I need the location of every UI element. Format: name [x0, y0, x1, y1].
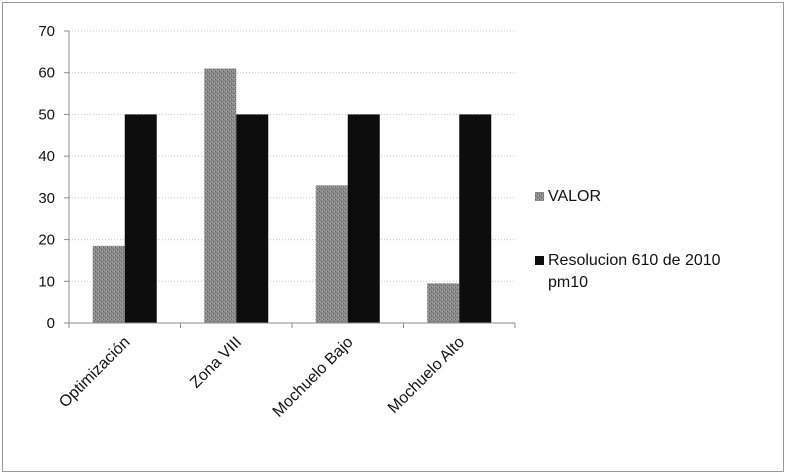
y-tick-label: 40 — [38, 148, 55, 165]
legend-label: VALOR — [548, 188, 601, 205]
y-axis-tick-labels: 0 10 20 30 40 50 60 70 — [38, 23, 55, 332]
legend: VALOR Resolucion 610 de 2010 pm10 — [535, 188, 721, 291]
y-tick-label: 20 — [38, 232, 55, 249]
legend-swatch — [535, 192, 544, 201]
bar-chart: 0 10 20 30 40 50 60 70 Optimización Zona VIII Moc… — [38, 23, 721, 421]
bar-resolucion — [236, 114, 269, 323]
y-tick-label: 50 — [38, 106, 55, 123]
y-tick-label: 30 — [38, 190, 55, 207]
y-tick-label: 0 — [47, 315, 55, 332]
x-category-label: Mochuelo Alto — [385, 334, 468, 417]
axes — [64, 30, 516, 328]
bar-valor — [427, 283, 460, 323]
chart-frame: 0 10 20 30 40 50 60 70 Optimización Zona VIII Moc… — [2, 2, 784, 472]
bar-valor — [204, 68, 237, 324]
y-tick-label: 10 — [38, 273, 55, 290]
bars — [92, 68, 492, 324]
x-category-label: Mochuelo Bajo — [270, 334, 357, 421]
x-category-label: Optimización — [56, 334, 133, 411]
gridlines — [69, 30, 515, 282]
y-tick-label: 60 — [38, 65, 55, 82]
bar-resolucion — [459, 114, 492, 323]
bar-valor — [92, 245, 125, 323]
legend-swatch — [535, 256, 544, 265]
legend-label: Resolucion 610 de 2010 pm10 — [548, 252, 721, 291]
x-axis-category-labels: Optimización Zona VIII Mochuelo Bajo Mochue… — [56, 334, 468, 421]
x-category-label: Zona VIII — [187, 334, 245, 392]
bar-resolucion — [124, 114, 157, 323]
bar-valor — [315, 185, 348, 323]
y-tick-label: 70 — [38, 23, 55, 40]
bar-resolucion — [347, 114, 380, 323]
